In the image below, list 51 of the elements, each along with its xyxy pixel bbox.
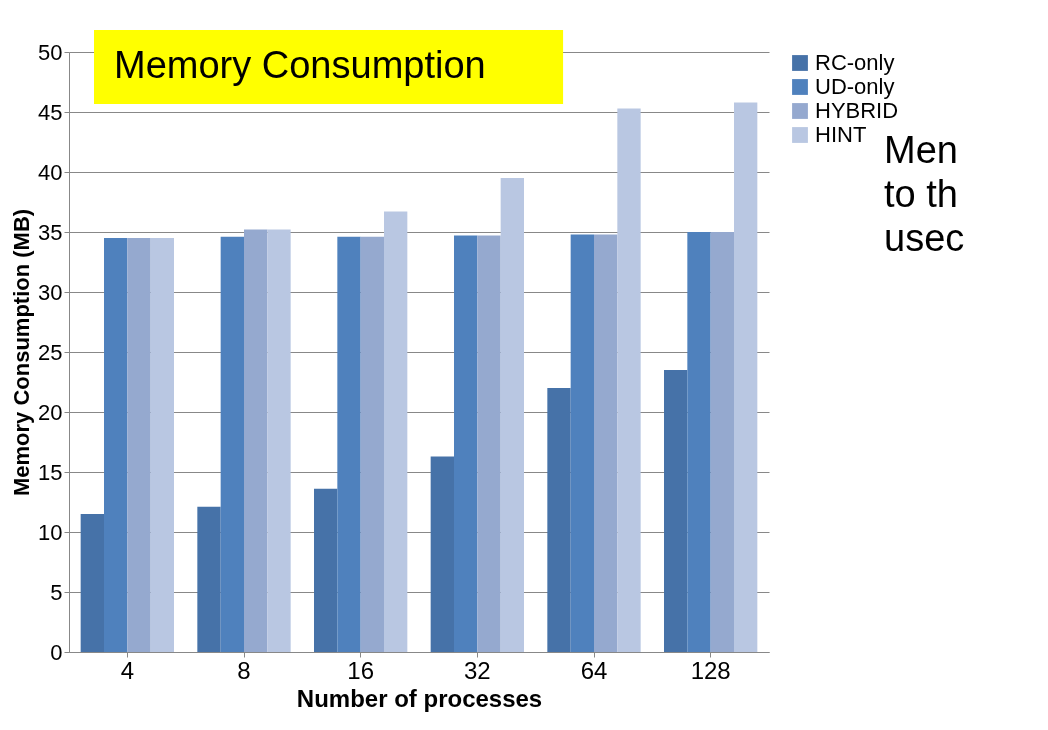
y-tick-label: 0 xyxy=(50,639,63,665)
bar xyxy=(734,102,758,652)
bar xyxy=(197,506,221,652)
x-tick-label: 64 xyxy=(580,656,608,684)
y-tick-label: 5 xyxy=(50,579,63,605)
legend-label: HYBRID xyxy=(815,98,899,123)
y-tick-label: 30 xyxy=(38,279,63,305)
y-axis-title: Memory Consumption (MB) xyxy=(9,208,35,497)
y-tick-label: 20 xyxy=(38,399,63,425)
bar xyxy=(454,235,478,652)
bar xyxy=(150,238,174,652)
chart-title: Memory Consumption xyxy=(114,44,486,86)
y-tick-label: 35 xyxy=(38,219,63,245)
x-tick-label: 4 xyxy=(120,656,135,684)
bar xyxy=(337,236,361,652)
y-tick-label: 50 xyxy=(38,39,63,65)
bar xyxy=(360,236,384,652)
bar xyxy=(617,108,641,652)
y-tick-label: 45 xyxy=(38,99,63,125)
bar xyxy=(80,514,104,652)
bar xyxy=(687,232,711,652)
text: to th xyxy=(884,173,958,215)
y-tick-label: 25 xyxy=(38,339,63,365)
bar xyxy=(220,236,244,652)
bar xyxy=(664,370,688,652)
bar xyxy=(477,235,501,652)
x-tick-label: 32 xyxy=(463,656,491,684)
bar xyxy=(570,234,594,652)
bar xyxy=(710,232,734,652)
x-tick-label: 8 xyxy=(237,656,251,684)
bar xyxy=(500,178,524,652)
x-tick-label: 128 xyxy=(690,656,731,684)
bar xyxy=(430,456,454,652)
bar xyxy=(314,488,338,652)
legend-label: HINT xyxy=(815,122,867,147)
text: usec xyxy=(884,217,965,259)
y-tick-label: 40 xyxy=(38,159,63,185)
y-tick-label: 15 xyxy=(38,459,63,485)
legend-label: RC-only xyxy=(815,50,895,75)
bar xyxy=(267,229,291,652)
bar xyxy=(127,238,151,652)
x-axis-title: Number of processes xyxy=(296,684,543,712)
legend-label: UD-only xyxy=(815,74,895,99)
y-tick-label: 10 xyxy=(38,519,63,545)
bar xyxy=(547,388,571,652)
bar xyxy=(244,229,268,652)
bar xyxy=(104,238,128,652)
text: Men xyxy=(884,129,958,171)
bar xyxy=(594,234,618,652)
x-tick-label: 16 xyxy=(347,656,375,684)
bar xyxy=(384,211,408,652)
